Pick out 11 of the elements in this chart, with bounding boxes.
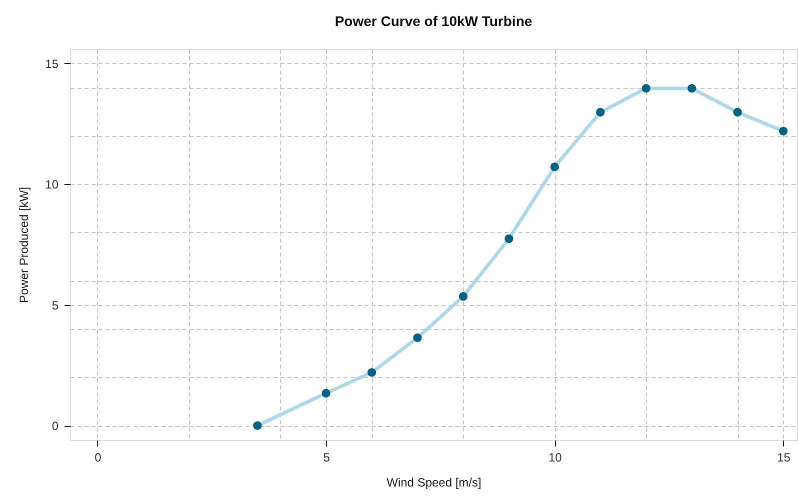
x-axis-title: Wind Speed [m/s] <box>386 476 482 490</box>
x-tick-label: 5 <box>323 450 330 464</box>
chart-title: Power Curve of 10kW Turbine <box>334 13 532 29</box>
y-tick-label: 0 <box>52 419 59 434</box>
y-axis-title: Power Produced [kW] <box>17 186 32 304</box>
x-tick-label: 0 <box>94 450 102 464</box>
x-tick-label: 15 <box>777 450 791 464</box>
y-tick-label: 15 <box>45 56 59 71</box>
y-tick-label: 10 <box>45 178 59 192</box>
x-tick-label: 10 <box>548 450 562 464</box>
y-tick-label: 5 <box>52 298 59 312</box>
